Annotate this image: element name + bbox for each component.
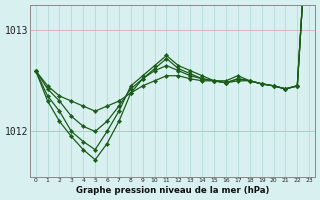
X-axis label: Graphe pression niveau de la mer (hPa): Graphe pression niveau de la mer (hPa) [76, 186, 269, 195]
